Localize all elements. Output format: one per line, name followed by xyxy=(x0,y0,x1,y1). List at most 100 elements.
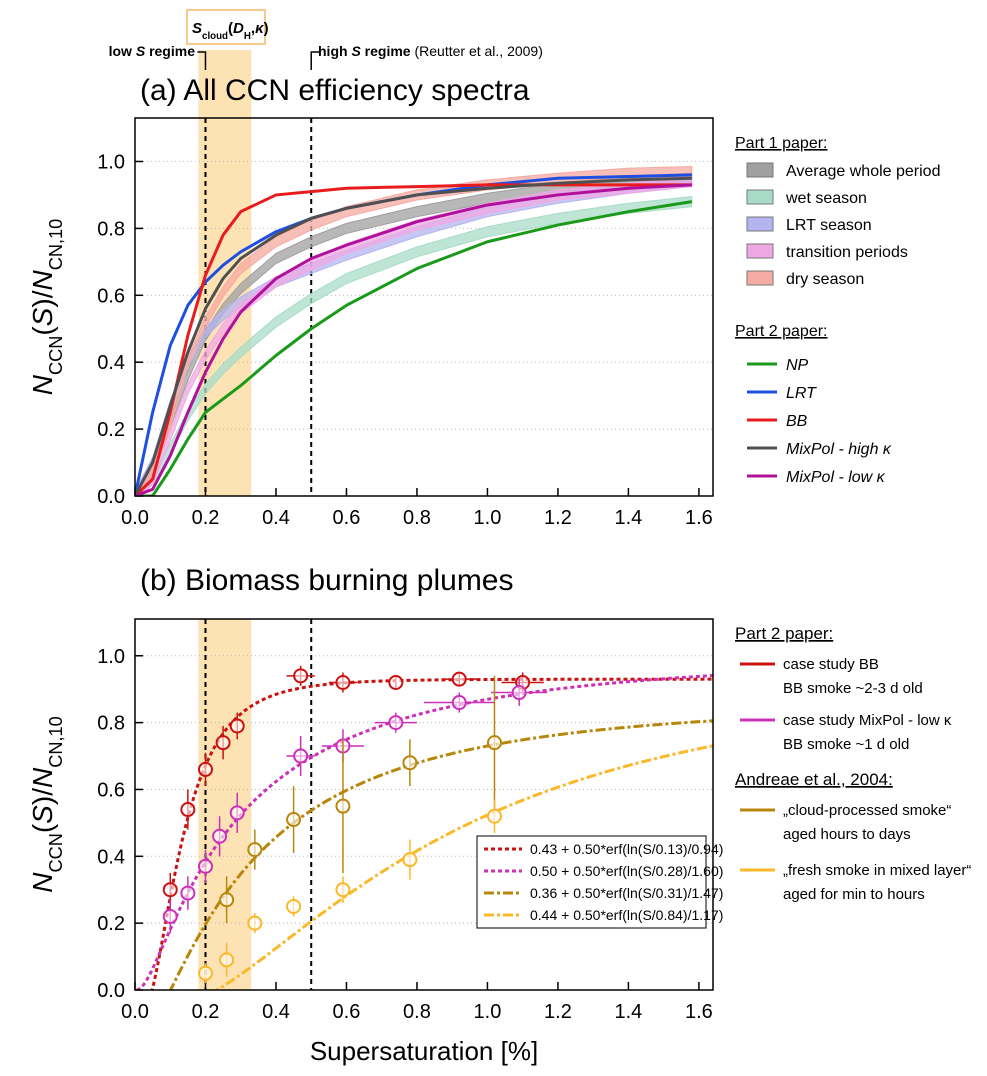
annotation-box xyxy=(186,9,266,45)
legend-title: Part 2 paper: xyxy=(735,323,828,340)
text-part: (Reutter et al., 2009) xyxy=(411,43,543,59)
legend-note: BB smoke ~1 d old xyxy=(783,736,909,753)
data-point xyxy=(335,675,351,691)
y-tick-label: 1.0 xyxy=(97,151,125,173)
plot-area xyxy=(136,665,713,990)
legend-label: MixPol - high κ xyxy=(786,441,892,458)
x-tick-label: 0.8 xyxy=(403,1001,431,1023)
data-point xyxy=(293,668,309,684)
text-part: N xyxy=(27,872,58,893)
data-point xyxy=(219,892,235,908)
y-tick-label: 0.8 xyxy=(97,713,125,735)
legend-label: dry season xyxy=(786,271,864,288)
data-point xyxy=(197,858,213,874)
legend-title: Part 1 paper: xyxy=(735,135,828,152)
text-part: H xyxy=(244,31,251,42)
chart-title: (a) All CCN efficiency spectra xyxy=(140,74,530,107)
legend-label: BB xyxy=(786,413,808,430)
fit-curve xyxy=(168,719,713,990)
y-tick-label: 0.6 xyxy=(97,285,125,307)
x-tick-label: 1.6 xyxy=(685,1001,713,1023)
legend-label: case study BB xyxy=(783,656,879,673)
legend-label: MixPol - low κ xyxy=(786,469,886,486)
data-point xyxy=(402,755,418,771)
text-part: ) xyxy=(264,20,269,37)
text-part: regime xyxy=(145,43,195,59)
text-part: CN,10 xyxy=(46,219,66,271)
y-tick-label: 0.2 xyxy=(97,913,125,935)
legend-note: aged for min to hours xyxy=(783,886,925,903)
x-tick-label: 0.0 xyxy=(121,507,149,529)
x-tick-label: 0.4 xyxy=(262,507,290,529)
data-point xyxy=(162,908,178,924)
legend-title: Part 2 paper: xyxy=(735,624,833,643)
band xyxy=(135,165,693,496)
x-tick-label: 0.2 xyxy=(192,1001,220,1023)
legend-label: NP xyxy=(786,357,809,374)
fit-curve xyxy=(150,677,713,990)
data-point xyxy=(229,805,245,821)
data-point xyxy=(180,885,196,901)
data-point xyxy=(335,882,351,898)
data-point xyxy=(215,735,231,751)
legend-note: aged hours to days xyxy=(783,826,911,843)
fit-label: 0.50 + 0.50*erf(ln(S/0.28)/1.60) xyxy=(530,863,723,879)
legend-swatch xyxy=(746,189,774,205)
text-part: ( xyxy=(27,823,58,833)
x-tick-label: 1.2 xyxy=(544,507,572,529)
data-point xyxy=(247,842,263,858)
y-axis-label: NCCN(S)/NCN,10 xyxy=(27,219,66,396)
data-point xyxy=(162,882,178,898)
text-part: CN,10 xyxy=(46,716,66,768)
y-tick-label: 0.2 xyxy=(97,419,125,441)
legend-swatch xyxy=(746,162,774,178)
x-tick-label: 1.4 xyxy=(615,1001,643,1023)
line xyxy=(135,183,692,496)
data-point xyxy=(212,828,228,844)
text-part: ( xyxy=(228,20,233,37)
data-point xyxy=(402,852,418,868)
annotation: high S regime (Reutter et al., 2009) xyxy=(318,43,543,59)
legend-swatch xyxy=(746,270,774,286)
text-part: regime xyxy=(361,43,411,59)
text-part: κ xyxy=(255,20,265,37)
data-point xyxy=(180,802,196,818)
data-point xyxy=(451,671,467,687)
data-point xyxy=(197,761,213,777)
data-point xyxy=(511,685,527,701)
x-tick-label: 0.8 xyxy=(403,507,431,529)
legend-label: LRT xyxy=(786,385,817,402)
data-point xyxy=(451,695,467,711)
data-point xyxy=(286,812,302,828)
data-point xyxy=(388,715,404,731)
plot-frame xyxy=(134,117,714,497)
text-part: S xyxy=(192,20,202,37)
text-part: ( xyxy=(27,326,58,336)
data-point xyxy=(286,898,302,914)
legend-label: transition periods xyxy=(786,244,908,261)
line xyxy=(135,200,693,496)
legend-label: „fresh smoke in mixed layer“ xyxy=(783,862,971,879)
x-tick-label: 0.2 xyxy=(192,507,220,529)
y-tick-label: 0.6 xyxy=(97,779,125,801)
fit-legend-box xyxy=(476,835,707,929)
band xyxy=(135,175,693,496)
legend-note: BB smoke ~2-3 d old xyxy=(783,680,923,697)
chart-title: (b) Biomass burning plumes xyxy=(140,564,514,597)
band xyxy=(135,196,693,496)
legend-swatch xyxy=(746,216,774,232)
text-part: )/ xyxy=(27,788,58,805)
annotation: Scloud(DH,κ) xyxy=(192,20,269,42)
line xyxy=(135,176,692,496)
fit-label: 0.43 + 0.50*erf(ln(S/0.13)/0.94) xyxy=(530,841,723,857)
x-tick-label: 1.2 xyxy=(544,1001,572,1023)
text-part: high xyxy=(318,43,351,59)
y-tick-label: 0.0 xyxy=(97,486,125,508)
text-part: N xyxy=(27,270,58,291)
bracket xyxy=(310,51,320,70)
text-part: S xyxy=(136,43,146,59)
text-part: low xyxy=(109,43,136,59)
y-tick-label: 1.0 xyxy=(97,646,125,668)
legend-label: „cloud-processed smoke“ xyxy=(783,802,951,819)
